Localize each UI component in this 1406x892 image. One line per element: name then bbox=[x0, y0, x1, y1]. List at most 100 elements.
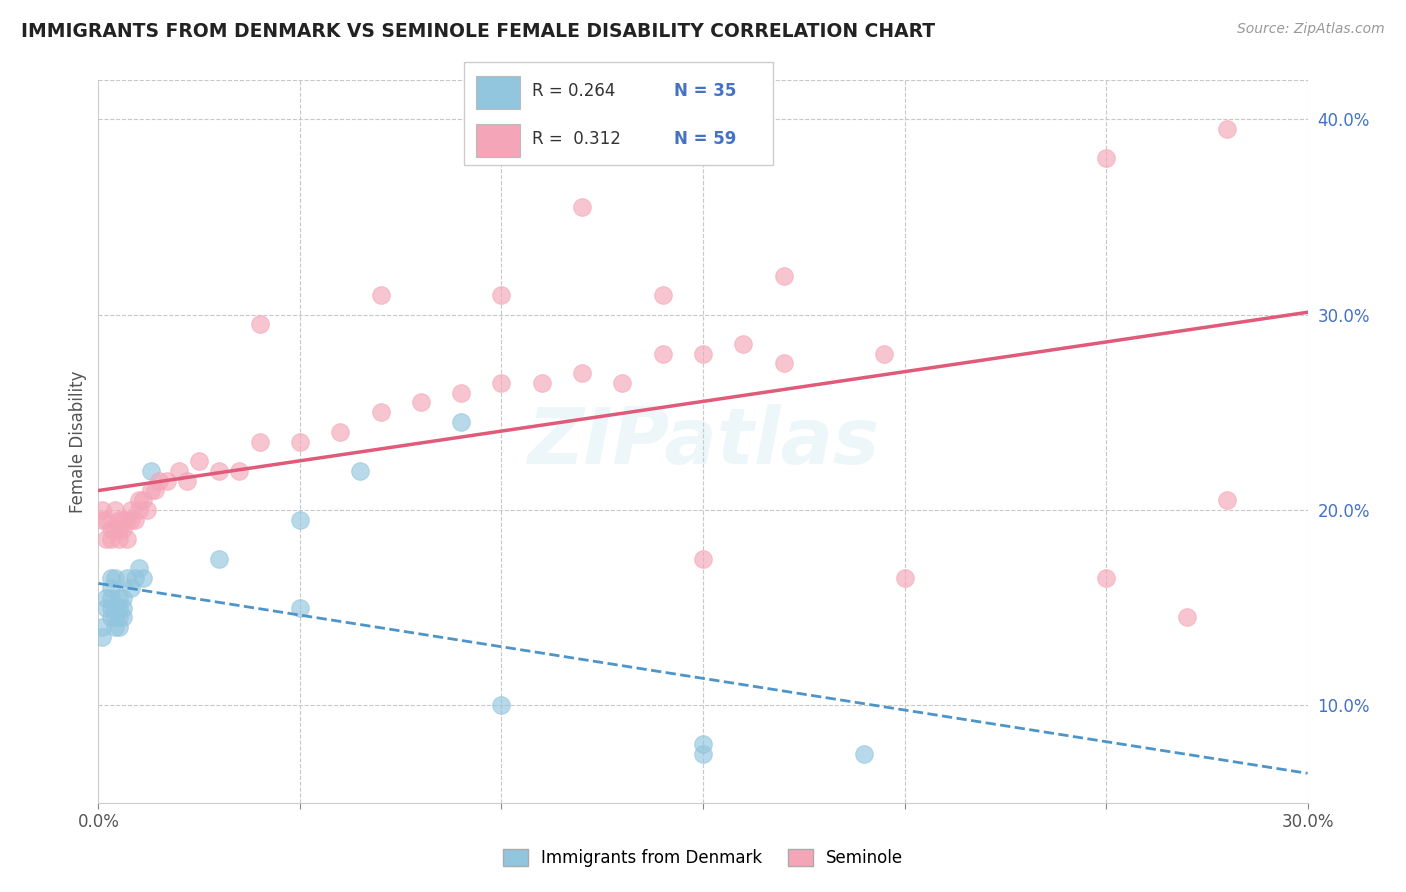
Point bbox=[772, 356, 794, 370]
Point bbox=[111, 610, 134, 624]
Point bbox=[733, 337, 755, 351]
Point bbox=[139, 483, 162, 498]
Point bbox=[128, 493, 150, 508]
Point bbox=[853, 747, 876, 761]
Point bbox=[228, 464, 250, 478]
Point bbox=[100, 600, 122, 615]
Point bbox=[103, 620, 125, 634]
Text: ZIPatlas: ZIPatlas bbox=[527, 403, 879, 480]
Point bbox=[450, 385, 472, 400]
Point bbox=[370, 288, 392, 302]
Point bbox=[651, 346, 673, 360]
Point bbox=[96, 513, 118, 527]
Point bbox=[409, 395, 432, 409]
Point bbox=[128, 503, 150, 517]
Point bbox=[107, 591, 129, 605]
Point bbox=[692, 747, 714, 761]
Y-axis label: Female Disability: Female Disability bbox=[69, 370, 87, 513]
Point bbox=[124, 571, 146, 585]
Point bbox=[651, 288, 673, 302]
Point bbox=[772, 268, 794, 283]
Point bbox=[111, 600, 134, 615]
Point bbox=[132, 493, 155, 508]
Point bbox=[571, 200, 593, 214]
Point bbox=[91, 620, 114, 634]
Point bbox=[143, 483, 166, 498]
Point bbox=[124, 513, 146, 527]
Point bbox=[1216, 493, 1239, 508]
Point bbox=[96, 591, 118, 605]
Text: IMMIGRANTS FROM DENMARK VS SEMINOLE FEMALE DISABILITY CORRELATION CHART: IMMIGRANTS FROM DENMARK VS SEMINOLE FEMA… bbox=[21, 22, 935, 41]
Point bbox=[96, 532, 118, 546]
Point bbox=[139, 464, 162, 478]
Point bbox=[115, 571, 138, 585]
Point bbox=[111, 523, 134, 537]
Point bbox=[249, 318, 271, 332]
Point bbox=[120, 581, 142, 595]
Point bbox=[1095, 152, 1118, 166]
Legend: Immigrants from Denmark, Seminole: Immigrants from Denmark, Seminole bbox=[496, 842, 910, 874]
Point bbox=[91, 513, 114, 527]
Point bbox=[176, 474, 198, 488]
Point bbox=[491, 698, 513, 713]
Point bbox=[208, 551, 231, 566]
Point bbox=[111, 591, 134, 605]
Text: N = 35: N = 35 bbox=[675, 82, 737, 100]
Point bbox=[107, 532, 129, 546]
Point bbox=[450, 415, 472, 429]
Point bbox=[1095, 571, 1118, 585]
Point bbox=[107, 523, 129, 537]
Point bbox=[103, 610, 125, 624]
Point bbox=[107, 610, 129, 624]
Point bbox=[893, 571, 915, 585]
Text: Source: ZipAtlas.com: Source: ZipAtlas.com bbox=[1237, 22, 1385, 37]
Point bbox=[329, 425, 352, 439]
Point bbox=[100, 571, 122, 585]
Point bbox=[1175, 610, 1198, 624]
Point bbox=[349, 464, 371, 478]
Point bbox=[370, 405, 392, 419]
Point bbox=[103, 523, 125, 537]
FancyBboxPatch shape bbox=[464, 62, 773, 165]
Point bbox=[100, 591, 122, 605]
Point bbox=[107, 600, 129, 615]
Point bbox=[288, 600, 311, 615]
Point bbox=[120, 513, 142, 527]
Point bbox=[100, 610, 122, 624]
Point bbox=[692, 551, 714, 566]
Point bbox=[288, 513, 311, 527]
Point bbox=[692, 737, 714, 751]
Point bbox=[103, 571, 125, 585]
Text: N = 59: N = 59 bbox=[675, 130, 737, 148]
Point bbox=[103, 503, 125, 517]
Point bbox=[288, 434, 311, 449]
Point bbox=[103, 600, 125, 615]
Point bbox=[571, 366, 593, 380]
Point bbox=[208, 464, 231, 478]
Point bbox=[107, 513, 129, 527]
Point bbox=[107, 620, 129, 634]
Point bbox=[100, 523, 122, 537]
Point bbox=[120, 503, 142, 517]
Point bbox=[115, 513, 138, 527]
Point bbox=[96, 600, 118, 615]
Point bbox=[128, 561, 150, 575]
Point bbox=[91, 503, 114, 517]
Point bbox=[91, 630, 114, 644]
Text: R = 0.264: R = 0.264 bbox=[531, 82, 616, 100]
Point bbox=[188, 454, 211, 468]
Point bbox=[491, 288, 513, 302]
Point bbox=[115, 532, 138, 546]
Point bbox=[692, 346, 714, 360]
Point bbox=[100, 532, 122, 546]
Point bbox=[491, 376, 513, 390]
Point bbox=[156, 474, 179, 488]
Point bbox=[612, 376, 634, 390]
Point bbox=[873, 346, 896, 360]
Point bbox=[249, 434, 271, 449]
Point bbox=[111, 513, 134, 527]
Point bbox=[135, 503, 157, 517]
Point bbox=[1216, 122, 1239, 136]
Point bbox=[100, 581, 122, 595]
FancyBboxPatch shape bbox=[477, 76, 520, 109]
